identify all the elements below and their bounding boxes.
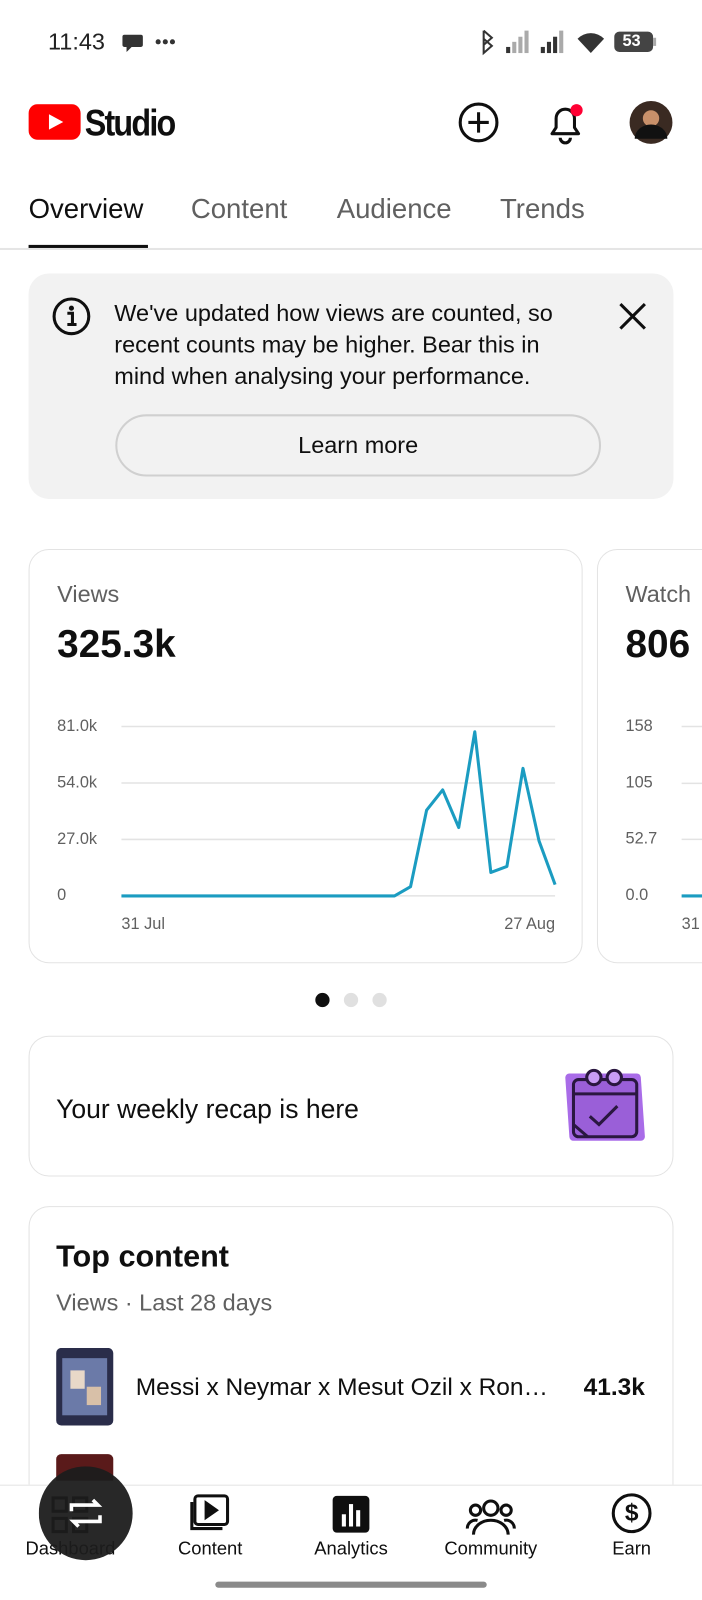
tab-indicator	[28, 244, 148, 249]
y-tick-label: 81.0k	[57, 717, 98, 735]
nav-label[interactable]: Content	[178, 1538, 243, 1559]
y-tick-label: 54.0k	[57, 773, 98, 791]
content-title[interactable]: Messi x Neymar x Mesut Ozil x Ron…	[135, 1373, 549, 1402]
tab[interactable]: Content	[190, 193, 288, 224]
section-subtitle: Views · Last 28 days	[56, 1289, 273, 1316]
status-time: 11:43	[47, 28, 105, 55]
learn-more-button[interactable]: Learn more	[115, 414, 602, 477]
create-button[interactable]	[458, 102, 499, 143]
info-icon	[52, 297, 91, 336]
avatar[interactable]	[629, 101, 673, 144]
floating-button[interactable]	[38, 1466, 135, 1562]
nav-label[interactable]: Earn	[612, 1538, 652, 1559]
header-actions	[458, 101, 673, 145]
notifications-button[interactable]	[550, 104, 583, 145]
pager-dots	[315, 992, 387, 1008]
section-title: Top content	[56, 1239, 230, 1274]
tab[interactable]: Trends	[499, 193, 585, 224]
tab[interactable]: Overview	[28, 193, 144, 224]
y-tick-label: 0.0	[626, 886, 649, 904]
close-button[interactable]	[617, 301, 648, 332]
recap-card[interactable]	[28, 1035, 674, 1177]
battery-level: 53	[622, 32, 641, 50]
status-icons-left	[122, 34, 175, 53]
brand-name: Studio	[84, 102, 177, 144]
banner-text: We've updated how views are counted, so	[114, 299, 553, 327]
y-tick-label: 0	[57, 886, 66, 904]
home-indicator	[215, 1581, 487, 1588]
card-title: Watch	[626, 581, 692, 607]
thumbnails	[56, 1347, 114, 1481]
card-total: 806	[626, 623, 691, 666]
nav-label[interactable]: Community	[444, 1538, 538, 1559]
y-tick-label: 52.7	[626, 830, 658, 848]
status-icons-right	[482, 29, 657, 56]
youtube-logo	[28, 104, 81, 140]
card-total: 325.3k	[57, 623, 176, 666]
watch-card[interactable]: Watch 806 0.0 52.7 105 158 31	[596, 548, 702, 964]
y-tick-label: 158	[626, 717, 653, 735]
tab[interactable]: Audience	[336, 193, 452, 224]
chart: Views 325.3k 0 27.0k 54.0k 81.0k 31 Jul 27 Aug	[57, 581, 557, 933]
y-tick-label: 105	[626, 774, 653, 792]
recap-text: Your weekly recap is here	[56, 1093, 359, 1124]
y-tick-label: 27.0k	[57, 830, 98, 848]
banner-text: mind when analysing your performance.	[114, 362, 531, 390]
views-card[interactable]: Views 325.3k 0 27.0k 54.0k 81.0k 31 Jul 27 Aug	[28, 548, 583, 964]
data-line	[121, 730, 557, 898]
tab-divider	[0, 247, 702, 250]
dollar-glyph: $	[625, 1500, 639, 1527]
chart: Watch 806 0.0 52.7 105 158 31	[626, 581, 702, 933]
content-views: 41.3k	[583, 1373, 645, 1402]
banner-text: recent counts may be higher. Bear this i…	[114, 331, 540, 358]
x-tick-label: 31	[682, 915, 700, 933]
x-tick-label: 27 Aug	[504, 915, 555, 933]
nav-label[interactable]: Analytics	[314, 1538, 388, 1559]
recap-icon	[565, 1068, 645, 1141]
card-title: Views	[57, 581, 119, 607]
x-tick-label: 31 Jul	[121, 915, 165, 933]
